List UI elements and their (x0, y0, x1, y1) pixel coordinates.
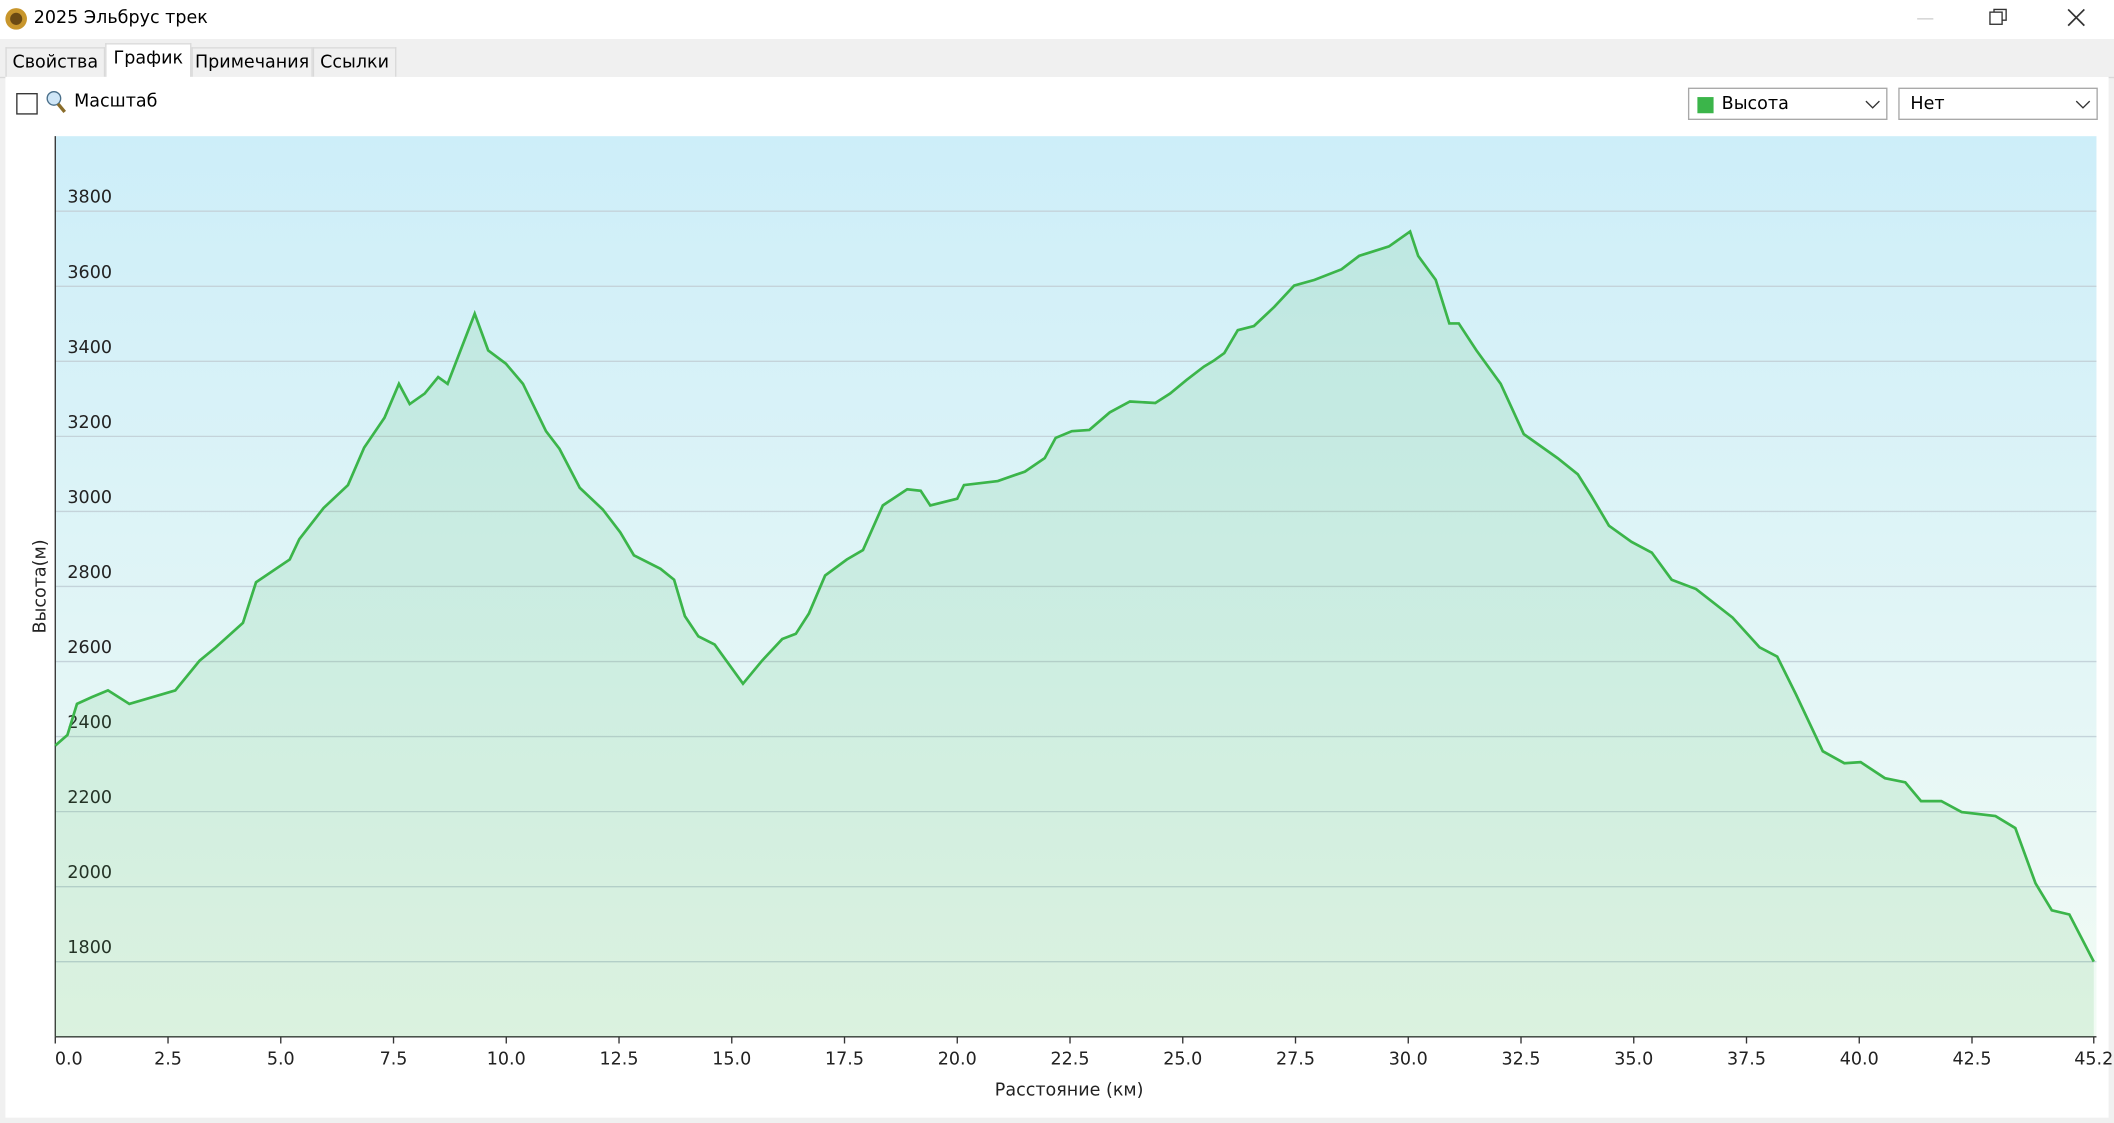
app-icon (5, 8, 27, 30)
y-tick-label: 2800 (67, 563, 112, 583)
x-tick-label: 22.5 (1051, 1050, 1090, 1070)
x-tick-label: 40.0 (1840, 1050, 1879, 1070)
x-tick-label: 45.2 (2074, 1050, 2113, 1070)
x-tick-label: 2.5 (154, 1050, 182, 1070)
title-bar: 2025 Эльбрус трек (0, 0, 2114, 40)
dropdown-arrow (2075, 100, 2091, 109)
x-tick-label: 15.0 (712, 1050, 751, 1070)
x-tick-label: 25.0 (1163, 1050, 1202, 1070)
x-tick-label: 42.5 (1953, 1050, 1992, 1070)
y-tick-label: 2400 (67, 713, 112, 733)
y-tick-label: 3200 (67, 413, 112, 433)
y-tick-label: 1800 (67, 938, 112, 958)
y-tick-label: 3800 (67, 188, 112, 208)
x-tick-label: 20.0 (938, 1050, 977, 1070)
series-select[interactable]: Высота (1687, 87, 1888, 120)
checkbox-label: Масштаб (74, 91, 158, 112)
tab[interactable]: Ссылки (312, 47, 397, 77)
window-title: 2025 Эльбрус трек (33, 8, 208, 29)
chart: Высота(м) Расстояние (км) 1800 2000 2200 24… (30, 136, 2113, 1101)
tab[interactable]: Примечания (191, 47, 313, 77)
legend-label: Высота (1721, 94, 1789, 115)
y-tick-label: 2000 (67, 863, 112, 883)
x-tick-label: 7.5 (380, 1050, 408, 1070)
y-tick-label: 2600 (67, 638, 112, 658)
line (54, 229, 2095, 963)
y-tick-label: 3000 (67, 488, 112, 508)
x-tick-label: 35.0 (1614, 1050, 1653, 1070)
x-tick-label: 10.0 (487, 1050, 526, 1070)
x-tick-label: 0.0 (55, 1050, 83, 1070)
x-axis-label: Расстояние (км) (995, 1081, 1144, 1101)
tab[interactable]: Свойства (5, 47, 106, 77)
x-tick-label: 37.5 (1727, 1050, 1766, 1070)
x-tick-label: 12.5 (600, 1050, 639, 1070)
window-controls[interactable] (1901, 5, 2103, 32)
second-select[interactable]: Нет (1898, 87, 2098, 120)
y-tick-label: 3400 (67, 338, 112, 358)
x-tick-label: 30.0 (1389, 1050, 1428, 1070)
y-axis-label: Высота(м) (30, 539, 50, 633)
select-value: Нет (1910, 94, 1945, 115)
area-fill (55, 231, 2094, 1037)
x-tick-label: 5.0 (267, 1050, 295, 1070)
y-tick-label: 2200 (67, 788, 112, 808)
checkbox[interactable] (16, 93, 38, 115)
y-tick-label: 3600 (67, 263, 112, 283)
zoom-icon (46, 91, 67, 113)
x-tick-label: 17.5 (825, 1050, 864, 1070)
x-tick-label: 32.5 (1502, 1050, 1541, 1070)
tab-active[interactable]: График (105, 43, 192, 79)
dropdown-arrow (1865, 100, 1880, 109)
legend-swatch (1697, 97, 1714, 114)
tabs: Свойства График Примечания Ссылки (0, 39, 2114, 79)
x-tick-label: 27.5 (1276, 1050, 1315, 1070)
